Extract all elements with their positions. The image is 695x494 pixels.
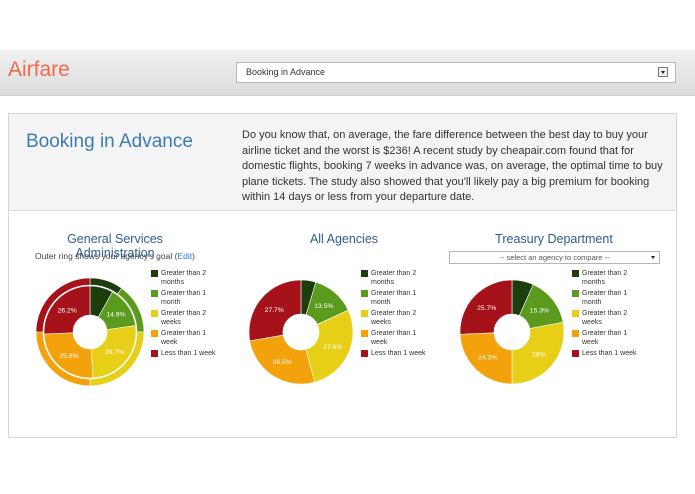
chevron-down-icon[interactable] (658, 67, 668, 77)
legend-all: Greater than 2 months Greater than 1 mont… (361, 269, 439, 360)
slice-label-gt-1-month: 15.3% (530, 308, 549, 315)
legend-label: Greater than 1 month (582, 290, 628, 306)
donut-slice-gt-2-weeks (511, 321, 565, 385)
goal-note-prefix: Outer ring shows your agency's goal ( (35, 251, 178, 261)
donut-slice-gt-2-weeks (305, 309, 354, 383)
page-title: Booking in Advance (26, 131, 193, 152)
legend-label: Less than 1 week (582, 350, 637, 357)
content-panel: Booking in Advance Do you know that, on … (8, 113, 677, 438)
legend-swatch (361, 310, 368, 317)
donut-slice-gt-1-week (43, 332, 94, 379)
goal-ring-slice-lt-1-week (35, 277, 91, 333)
chevron-down-icon[interactable] (651, 256, 655, 259)
legend-item-lt-1-week: Less than 1 week (361, 349, 439, 358)
legend-swatch (572, 330, 579, 337)
legend-swatch (361, 330, 368, 337)
legend-label: Greater than 2 months (582, 270, 628, 286)
legend-label: Less than 1 week (161, 350, 216, 357)
legend-label: Greater than 1 week (161, 330, 207, 346)
legend-label: Greater than 2 weeks (161, 310, 207, 326)
slice-label-gt-2-weeks: 26.7% (105, 349, 124, 356)
legend-swatch (151, 330, 158, 337)
legend-treasury: Greater than 2 months Greater than 1 mont… (572, 269, 650, 360)
slice-label-lt-1-week: 27.7% (265, 307, 284, 314)
legend-label: Greater than 1 month (161, 290, 207, 306)
legend-item-gt-2-weeks: Greater than 2 weeks (361, 309, 439, 327)
goal-note: Outer ring shows your agency's goal (Edi… (29, 251, 201, 261)
donut-chart-treasury: 15.3% 28% 24.3% 25.7% (459, 279, 565, 385)
legend-item-gt-1-week: Greater than 1 week (572, 329, 650, 347)
chart-title-all: All Agencies (309, 232, 379, 246)
legend-swatch (151, 270, 158, 277)
legend-swatch (361, 350, 368, 357)
intro-text: Do you know that, on average, the fare d… (242, 129, 663, 203)
slice-label-gt-1-week: 24.3% (478, 355, 497, 362)
legend-swatch (151, 290, 158, 297)
compare-select-placeholder: -- select an agency to compare -- (499, 253, 610, 262)
edit-goal-link[interactable]: Edit (177, 251, 193, 261)
legend-label: Less than 1 week (371, 350, 426, 357)
slice-label-lt-1-week: 25.7% (477, 305, 496, 312)
legend-item-gt-1-week: Greater than 1 week (151, 329, 229, 347)
legend-label: Greater than 1 week (582, 330, 628, 346)
donut-slice-lt-1-week (248, 279, 302, 342)
legend-swatch (572, 290, 579, 297)
legend-label: Greater than 2 weeks (371, 310, 417, 326)
legend-swatch (572, 350, 579, 357)
donut-chart-all: 13.5% 27.6% 26.5% 27.7% (248, 279, 354, 385)
topic-select-value: Booking in Advance (246, 67, 326, 77)
legend-swatch (151, 350, 158, 357)
chart-title-gsa: General Services Administration (67, 232, 163, 260)
donut-slice-gt-1-week (249, 334, 316, 385)
donut-slice-gt-2-weeks (90, 325, 137, 379)
legend-item-lt-1-week: Less than 1 week (151, 349, 229, 358)
donut-slice-lt-1-week (459, 279, 513, 335)
slice-label-gt-1-week: 26.5% (273, 359, 292, 366)
legend-item-gt-2-months: Greater than 2 months (151, 269, 229, 287)
donut-slice-lt-1-week (43, 285, 91, 335)
legend-item-gt-1-month: Greater than 1 month (151, 289, 229, 307)
slice-label-gt-2-weeks: 28% (532, 352, 546, 359)
legend-label: Greater than 2 months (371, 270, 417, 286)
legend-swatch (572, 310, 579, 317)
legend-swatch (361, 290, 368, 297)
legend-item-gt-2-months: Greater than 2 months (361, 269, 439, 287)
slice-label-gt-1-month: 13.5% (314, 303, 333, 310)
legend-label: Greater than 1 month (371, 290, 417, 306)
legend-gsa: Greater than 2 months Greater than 1 mont… (151, 269, 229, 360)
legend-swatch (572, 270, 579, 277)
donut-chart-gsa: 14.9% 26.7% 25.8% 26.2% (35, 277, 145, 387)
legend-label: Greater than 2 weeks (582, 310, 628, 326)
slice-label-gt-1-month: 14.9% (106, 312, 125, 319)
legend-label: Greater than 2 months (161, 270, 207, 286)
goal-note-suffix: ) (192, 251, 195, 261)
slice-label-gt-1-week: 25.8% (59, 353, 78, 360)
legend-item-gt-1-week: Greater than 1 week (361, 329, 439, 347)
compare-agency-select[interactable]: -- select an agency to compare -- (449, 251, 660, 264)
legend-item-gt-2-weeks: Greater than 2 weeks (151, 309, 229, 327)
legend-swatch (361, 270, 368, 277)
legend-item-gt-1-month: Greater than 1 month (361, 289, 439, 307)
legend-item-gt-2-months: Greater than 2 months (572, 269, 650, 287)
header-bar: Airfare Booking in Advance (0, 50, 695, 96)
legend-item-gt-2-weeks: Greater than 2 weeks (572, 309, 650, 327)
legend-label: Greater than 1 week (371, 330, 417, 346)
legend-item-lt-1-week: Less than 1 week (572, 349, 650, 358)
intro-section: Booking in Advance Do you know that, on … (9, 114, 676, 211)
slice-label-gt-2-weeks: 27.6% (323, 344, 342, 351)
chart-title-treasury: Treasury Department (495, 232, 613, 246)
legend-item-gt-1-month: Greater than 1 month (572, 289, 650, 307)
slice-label-lt-1-week: 26.2% (58, 308, 77, 315)
app-title: Airfare (8, 58, 70, 81)
donut-slice-gt-1-week (459, 332, 513, 385)
topic-select[interactable]: Booking in Advance (236, 62, 676, 83)
legend-swatch (151, 310, 158, 317)
